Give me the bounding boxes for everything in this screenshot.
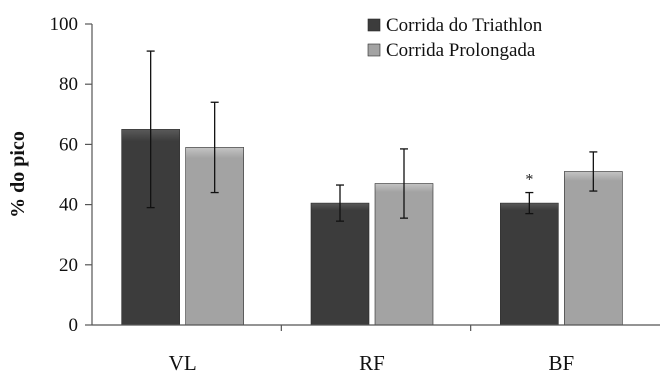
y-tick-label: 20: [59, 255, 78, 276]
y-axis: 0 20 40 60 80 100: [50, 14, 93, 336]
y-tick-label: 100: [50, 14, 79, 35]
y-tick-label: 80: [59, 74, 78, 95]
x-tick-label-rf: RF: [359, 351, 385, 372]
y-axis-label: % do pico: [7, 131, 29, 218]
legend-label: Corrida do Triathlon: [386, 15, 543, 36]
legend: Corrida do Triathlon Corrida Prolongada: [368, 15, 543, 61]
legend-swatch: [368, 19, 380, 31]
bar-bf-series-2: [564, 171, 622, 325]
y-tick-label: 60: [59, 134, 78, 155]
y-tick-label: 40: [59, 195, 78, 216]
bar-bf-series-1: [500, 203, 558, 325]
x-axis: VL RF BF: [92, 325, 660, 372]
y-tick-label: 0: [69, 315, 79, 336]
legend-label: Corrida Prolongada: [386, 40, 536, 61]
legend-swatch: [368, 44, 380, 56]
significance-marker: *: [525, 172, 533, 189]
x-tick-label-bf: BF: [548, 351, 574, 372]
legend-item-1: Corrida do Triathlon: [368, 15, 543, 36]
x-tick-label-vl: VL: [169, 351, 197, 372]
bars: *: [122, 51, 623, 325]
legend-item-2: Corrida Prolongada: [368, 40, 536, 61]
